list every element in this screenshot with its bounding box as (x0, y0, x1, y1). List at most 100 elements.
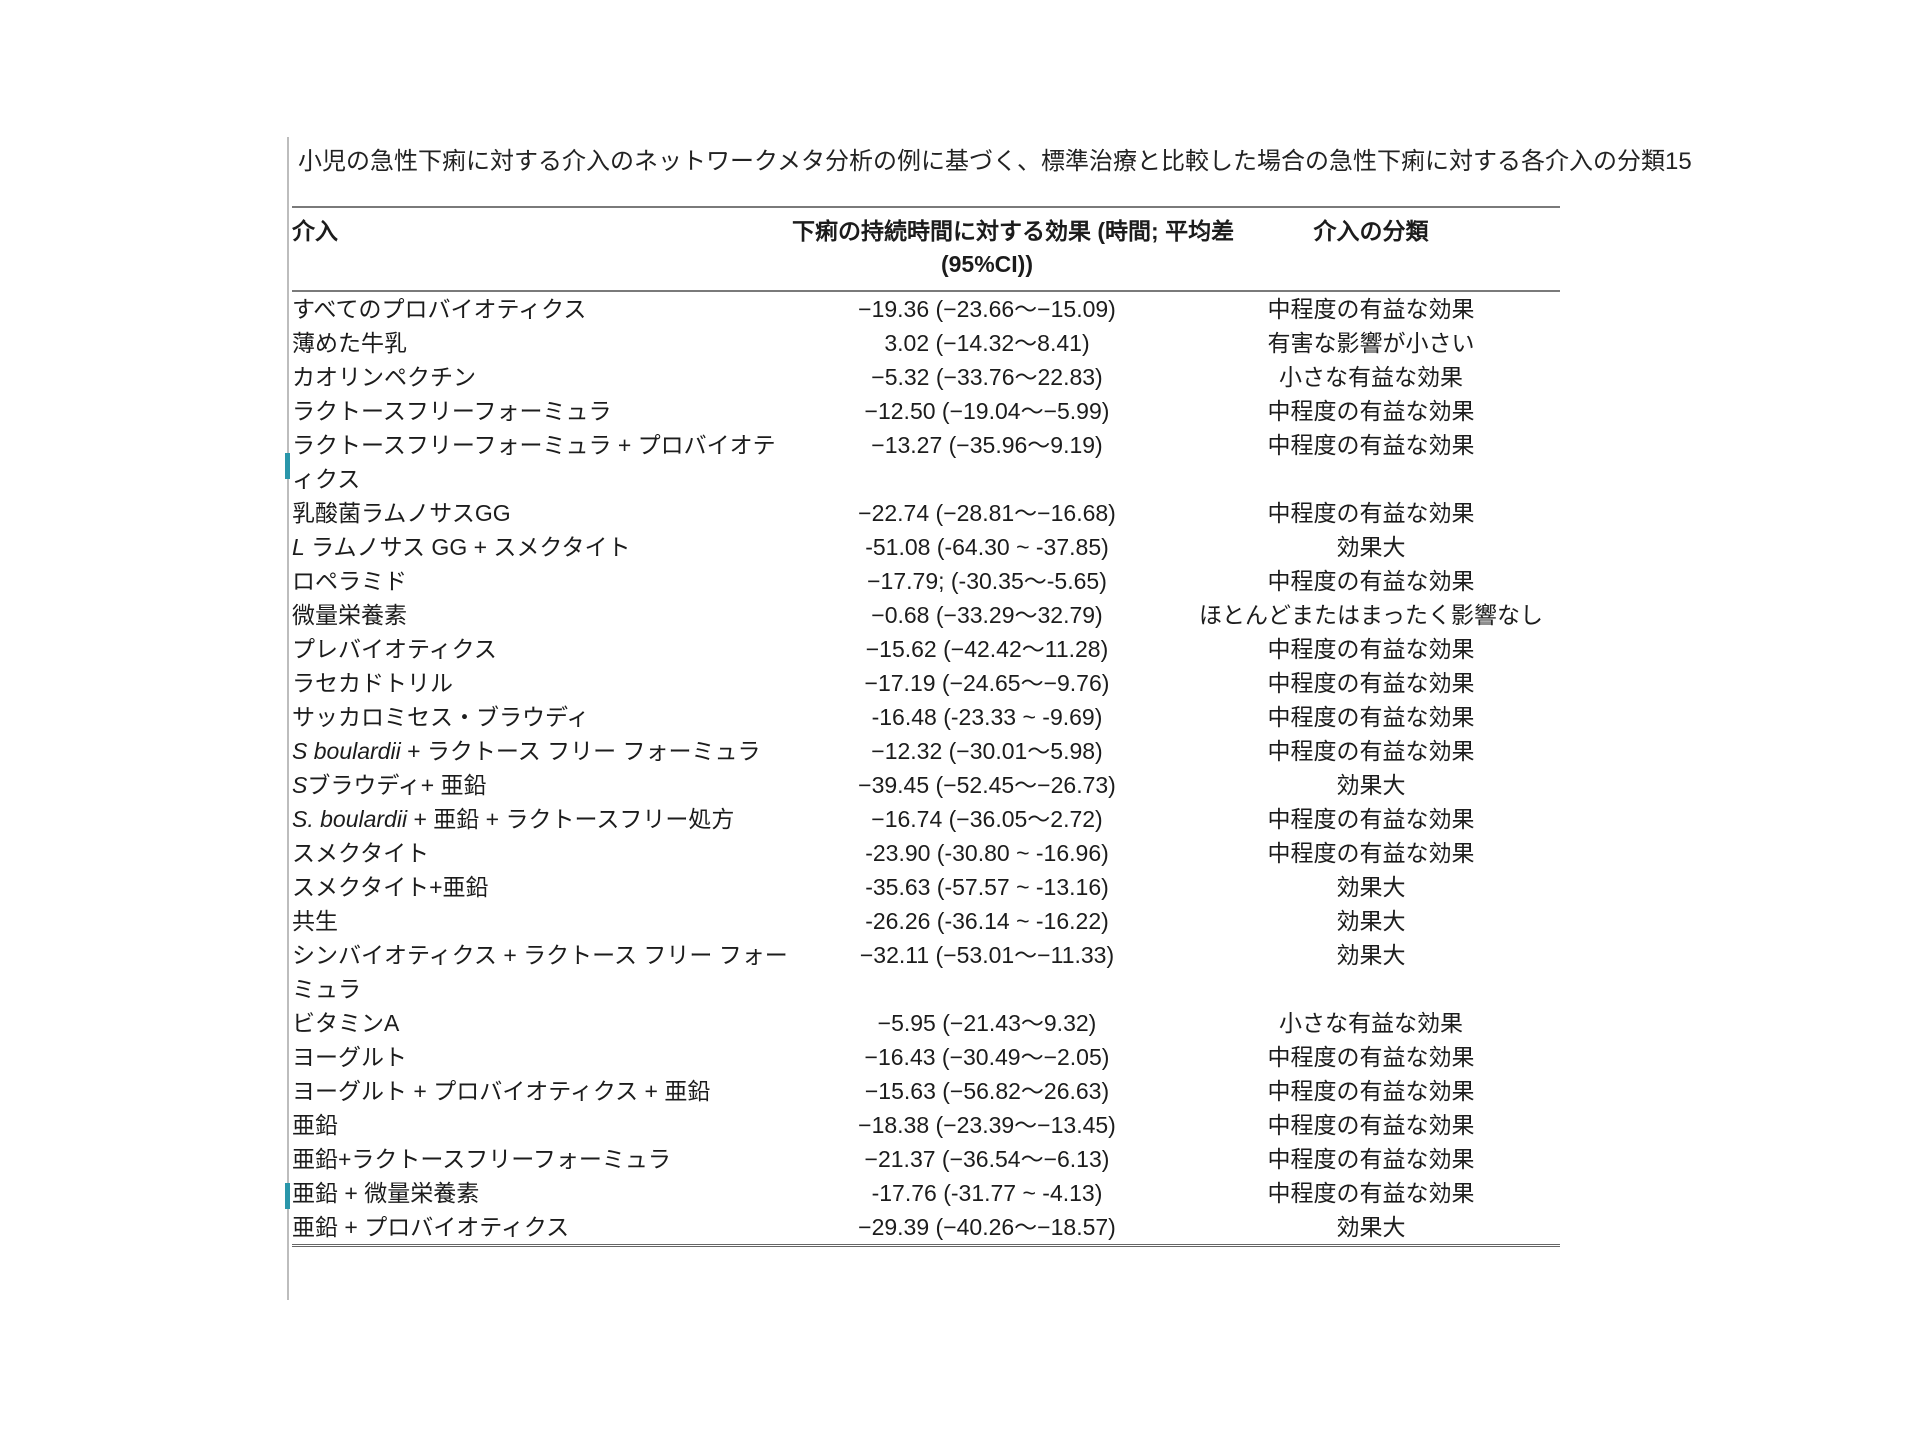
table-header: 介入 下痢の持続時間に対する効果 (時間; 平均差 (95%CI)) 介入の分類 (292, 206, 1560, 292)
classification-value: 中程度の有益な効果 (1267, 398, 1475, 424)
table-body: すべてのプロバイオティクス −19.36 (−23.66〜−15.09) 中程度… (292, 291, 1560, 1246)
intervention-label: プレバイオティクス (292, 636, 497, 662)
table-row: 薄めた牛乳 3.02 (−14.32〜8.41) 有害な影響が小さい (292, 326, 1560, 360)
intervention-label: ラセカドトリル (292, 670, 453, 696)
intervention-cell: 薄めた牛乳 (292, 326, 792, 360)
header-effect: 下痢の持続時間に対する効果 (時間; 平均差 (95%CI)) (792, 206, 1235, 292)
table-row: スメクタイト -23.90 (-30.80 ~ -16.96) 中程度の有益な効… (292, 836, 1560, 870)
intervention-label: すべてのプロバイオティクス (292, 296, 587, 322)
table-row: スメクタイト+亜鉛 -35.63 (-57.57 ~ -13.16) 効果大 (292, 870, 1560, 904)
intervention-cell: 亜鉛 + 微量栄養素 (292, 1176, 792, 1210)
header-effect-line1: 下痢の持続時間に対する効果 (時間; 平均差 (792, 218, 1235, 244)
header-classification: 介入の分類 (1182, 206, 1560, 292)
table-row: プレバイオティクス −15.62 (−42.42〜11.28) 中程度の有益な効… (292, 632, 1560, 666)
intervention-label: 薄めた牛乳 (292, 330, 407, 356)
intervention-cell: スメクタイト (292, 836, 792, 870)
intervention-cell: ラセカドトリル (292, 666, 792, 700)
intervention-cell: 亜鉛+ラクトースフリーフォーミュラ (292, 1142, 792, 1176)
intervention-cell: カオリンペクチン (292, 360, 792, 394)
effect-value: -23.90 (-30.80 ~ -16.96) (865, 840, 1109, 866)
classification-value: 中程度の有益な効果 (1267, 1078, 1475, 1104)
classification-value: 中程度の有益な効果 (1267, 500, 1475, 526)
effect-value: -26.26 (-36.14 ~ -16.22) (865, 908, 1109, 934)
intervention-latin: S boulardii (292, 738, 401, 764)
classification-value: 中程度の有益な効果 (1267, 636, 1475, 662)
table-row: 乳酸菌ラムノサスGG −22.74 (−28.81〜−16.68) 中程度の有益… (292, 496, 1560, 530)
table-row: S boulardii + ラクトース フリー フォーミュラ −12.32 (−… (292, 734, 1560, 768)
classification-value: 中程度の有益な効果 (1267, 568, 1475, 594)
effect-value: 3.02 (−14.32〜8.41) (884, 330, 1090, 356)
intervention-label: ラクトースフリーフォーミュラ + プロバイオティクス (292, 432, 776, 492)
classification-value: 中程度の有益な効果 (1267, 670, 1475, 696)
intervention-cell: 微量栄養素 (292, 598, 792, 632)
table-row: 亜鉛 −18.38 (−23.39〜−13.45) 中程度の有益な効果 (292, 1108, 1560, 1142)
classification-value: 中程度の有益な効果 (1267, 840, 1475, 866)
intervention-cell: ラクトースフリーフォーミュラ + プロバイオティクス (292, 428, 792, 496)
intervention-label: ラムノサス GG + スメクタイト (304, 534, 631, 560)
intervention-label: 亜鉛 + プロバイオティクス (292, 1214, 570, 1240)
intervention-label: + ラクトース フリー フォーミュラ (400, 738, 761, 764)
intervention-cell: S boulardii + ラクトース フリー フォーミュラ (292, 734, 792, 768)
classification-value: 中程度の有益な効果 (1267, 296, 1475, 322)
intervention-cell: 亜鉛 (292, 1108, 792, 1142)
table-row: ラクトースフリーフォーミュラ −12.50 (−19.04〜−5.99) 中程度… (292, 394, 1560, 428)
effect-value: −15.62 (−42.42〜11.28) (865, 636, 1109, 662)
table-row: L ラムノサス GG + スメクタイト -51.08 (-64.30 ~ -37… (292, 530, 1560, 564)
effect-value: −12.50 (−19.04〜−5.99) (864, 398, 1110, 424)
intervention-label: 亜鉛+ラクトースフリーフォーミュラ (292, 1146, 671, 1172)
intervention-label: スメクタイト+亜鉛 (292, 874, 489, 900)
table-row: 微量栄養素 −0.68 (−33.29〜32.79) ほとんどまたはまったく影響… (292, 598, 1560, 632)
intervention-label: カオリンペクチン (292, 364, 476, 390)
highlight-tick (285, 1183, 290, 1209)
classification-value: ほとんどまたはまったく影響なし (1198, 602, 1544, 628)
table-row: 亜鉛 + 微量栄養素 -17.76 (-31.77 ~ -4.13) 中程度の有… (292, 1176, 1560, 1210)
classification-value: 効果大 (1336, 942, 1406, 968)
effect-value: −0.68 (−33.29〜32.79) (871, 602, 1103, 628)
intervention-label: ヨーグルト + プロバイオティクス + 亜鉛 (292, 1078, 711, 1104)
table-row: サッカロミセス・ブラウディ -16.48 (-23.33 ~ -9.69) 中程… (292, 700, 1560, 734)
classification-value: 中程度の有益な効果 (1267, 1180, 1475, 1206)
intervention-label: 亜鉛 + 微量栄養素 (292, 1180, 480, 1206)
left-border-line (287, 137, 289, 1300)
table-caption: 小児の急性下痢に対する介入のネットワークメタ分析の例に基づく、標準治療と比較した… (298, 148, 1692, 175)
classification-value: 中程度の有益な効果 (1267, 432, 1475, 458)
table-row: Sブラウディ+ 亜鉛 −39.45 (−52.45〜−26.73) 効果大 (292, 768, 1560, 802)
table-row: ラクトースフリーフォーミュラ + プロバイオティクス −13.27 (−35.9… (292, 428, 1560, 496)
classification-value: 中程度の有益な効果 (1267, 704, 1475, 730)
table-row: 共生 -26.26 (-36.14 ~ -16.22) 効果大 (292, 904, 1560, 938)
intervention-label: ラクトースフリーフォーミュラ (292, 398, 612, 424)
intervention-cell: ヨーグルト (292, 1040, 792, 1074)
effect-value: −17.19 (−24.65〜−9.76) (864, 670, 1110, 696)
intervention-cell: S. boulardii + 亜鉛 + ラクトースフリー処方 (292, 802, 792, 836)
intervention-label: ヨーグルト (292, 1044, 407, 1070)
intervention-cell: L ラムノサス GG + スメクタイト (292, 530, 792, 564)
intervention-cell: ロペラミド (292, 564, 792, 598)
table-row: ヨーグルト + プロバイオティクス + 亜鉛 −15.63 (−56.82〜26… (292, 1074, 1560, 1108)
effect-value: -16.48 (-23.33 ~ -9.69) (871, 704, 1103, 730)
highlight-tick (285, 453, 290, 479)
intervention-latin: S (292, 772, 308, 798)
intervention-cell: 乳酸菌ラムノサスGG (292, 496, 792, 530)
intervention-cell: スメクタイト+亜鉛 (292, 870, 792, 904)
interventions-table: 介入 下痢の持続時間に対する効果 (時間; 平均差 (95%CI)) 介入の分類… (292, 206, 1560, 1247)
intervention-latin: L (292, 534, 305, 560)
effect-value: −5.32 (−33.76〜22.83) (871, 364, 1103, 390)
classification-value: 中程度の有益な効果 (1267, 806, 1475, 832)
classification-value: 効果大 (1336, 534, 1406, 560)
intervention-cell: Sブラウディ+ 亜鉛 (292, 768, 792, 802)
effect-value: −5.95 (−21.43〜9.32) (877, 1010, 1097, 1036)
effect-value: −19.36 (−23.66〜−15.09) (858, 296, 1116, 322)
intervention-label: ビタミンA (292, 1010, 400, 1036)
classification-value: 効果大 (1336, 772, 1406, 798)
classification-value: 中程度の有益な効果 (1267, 738, 1475, 764)
intervention-label: + 亜鉛 + ラクトースフリー処方 (407, 806, 735, 832)
effect-value: −32.11 (−53.01〜−11.33) (859, 942, 1115, 968)
effect-value: −12.32 (−30.01〜5.98) (871, 738, 1103, 764)
effect-value: -51.08 (-64.30 ~ -37.85) (865, 534, 1109, 560)
effect-value: −39.45 (−52.45〜−26.73) (858, 772, 1116, 798)
effect-value: −21.37 (−36.54〜−6.13) (864, 1146, 1110, 1172)
effect-value: −13.27 (−35.96〜9.19) (871, 432, 1103, 458)
header-effect-line2: (95%CI)) (940, 251, 1033, 277)
intervention-cell: サッカロミセス・ブラウディ (292, 700, 792, 734)
